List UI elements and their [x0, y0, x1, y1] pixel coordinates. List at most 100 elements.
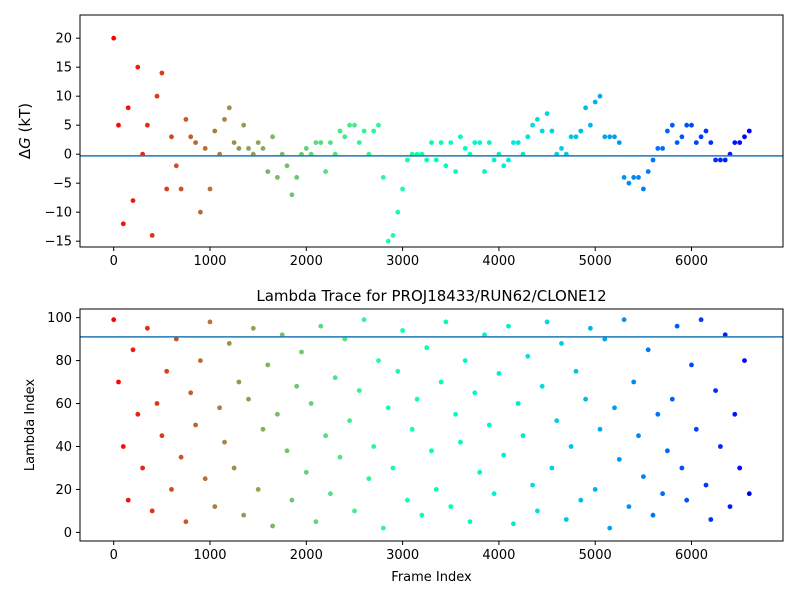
delta-g-point [742, 134, 747, 140]
delta-g-point [130, 198, 136, 204]
lambda-point [361, 317, 367, 323]
delta-g-y-axis-label: ΔG (kT) [16, 103, 34, 159]
delta-g-point [674, 140, 680, 146]
delta-g-point [236, 146, 242, 151]
delta-g-point [511, 140, 516, 146]
lambda-point [183, 519, 189, 525]
lambda-point [708, 517, 714, 522]
lambda-point [438, 379, 444, 385]
lambda-point [578, 497, 584, 503]
lambda-point [116, 379, 121, 385]
delta-g-point [722, 157, 728, 163]
lambda-point [588, 325, 593, 331]
delta-g-point [275, 175, 280, 180]
lambda-point [130, 347, 136, 353]
lambda-point [612, 405, 617, 411]
lambda-point [356, 388, 362, 393]
delta-g-point [693, 140, 699, 146]
delta-g-point [284, 163, 290, 169]
lambda-point [145, 325, 150, 331]
lambda-point [419, 512, 425, 518]
lambda-point [669, 396, 675, 402]
delta-g-y-tick-label: −5 [53, 177, 72, 192]
delta-g-point [111, 35, 117, 41]
lambda-point [665, 448, 670, 454]
delta-g-point [549, 128, 555, 134]
delta-g-point [135, 64, 141, 70]
delta-g-point [145, 122, 150, 128]
lambda-point [713, 388, 718, 393]
delta-g-x-ticks: 0 1000 2000 3000 4000 5000 6000 [110, 247, 708, 269]
delta-g-point [626, 180, 632, 186]
lambda-point [241, 512, 247, 518]
delta-g-y-axis-label-delta: Δ [16, 148, 34, 159]
lambda-point [549, 465, 555, 471]
lambda-point [275, 411, 280, 417]
lambda-point [289, 497, 295, 503]
lambda-points [111, 317, 752, 531]
delta-g-point [246, 146, 251, 151]
lambda-point [718, 444, 723, 449]
lambda-point [385, 405, 391, 411]
delta-g-point [573, 134, 579, 140]
lambda-point [294, 383, 300, 389]
delta-g-x-tick-label: 0 [110, 254, 118, 269]
lambda-point [371, 444, 377, 449]
lambda-point [299, 349, 304, 355]
lambda-x-tick-label: 0 [110, 548, 118, 563]
lambda-point [559, 341, 564, 346]
lambda-axes-frame [79, 308, 784, 542]
lambda-point [169, 487, 174, 492]
lambda-point [337, 454, 343, 460]
delta-g-point [713, 157, 718, 163]
delta-g-point [376, 122, 381, 128]
lambda-point [279, 332, 285, 338]
lambda-point [679, 465, 685, 471]
delta-g-point [231, 140, 237, 146]
lambda-x-tick-label: 2000 [290, 548, 323, 563]
delta-g-point [154, 93, 160, 99]
lambda-point [650, 512, 656, 518]
lambda-point [737, 465, 743, 471]
delta-g-point [669, 122, 675, 128]
lambda-point [347, 418, 352, 424]
delta-g-point [405, 157, 410, 163]
lambda-point [193, 422, 199, 428]
delta-g-point [352, 122, 357, 128]
lambda-point [198, 358, 203, 363]
lambda-point [409, 426, 415, 432]
delta-g-point [342, 134, 348, 140]
lambda-point [366, 476, 372, 482]
delta-g-y-axis-label-unit: (kT) [16, 103, 34, 137]
lambda-point [255, 487, 261, 492]
lambda-point [270, 523, 275, 529]
lambda-point [231, 465, 237, 471]
lambda-point [250, 325, 256, 331]
delta-g-point [578, 128, 584, 134]
delta-g-point [173, 163, 179, 169]
lambda-point [332, 375, 338, 381]
delta-g-point [684, 122, 690, 128]
lambda-x-tick-label: 4000 [482, 548, 515, 563]
delta-g-y-tick-label: −15 [45, 235, 72, 250]
lambda-point [149, 508, 155, 514]
lambda-y-tick-label: 40 [55, 440, 72, 455]
lambda-y-tick-label: 80 [55, 354, 72, 369]
lambda-point [135, 411, 141, 417]
lambda-point [414, 396, 420, 402]
delta-g-point [380, 175, 386, 180]
lambda-point [698, 317, 704, 323]
delta-g-point [515, 140, 521, 146]
lambda-x-tick-label: 6000 [675, 548, 708, 563]
lambda-point [390, 465, 396, 471]
lambda-point [554, 418, 560, 424]
delta-g-point [178, 186, 184, 192]
delta-g-point [602, 134, 608, 140]
delta-g-point [477, 140, 483, 146]
delta-g-x-tick-label: 5000 [579, 254, 612, 269]
delta-g-point [462, 146, 468, 151]
delta-g-point [559, 146, 564, 151]
lambda-point [472, 390, 478, 396]
lambda-point [308, 401, 314, 406]
